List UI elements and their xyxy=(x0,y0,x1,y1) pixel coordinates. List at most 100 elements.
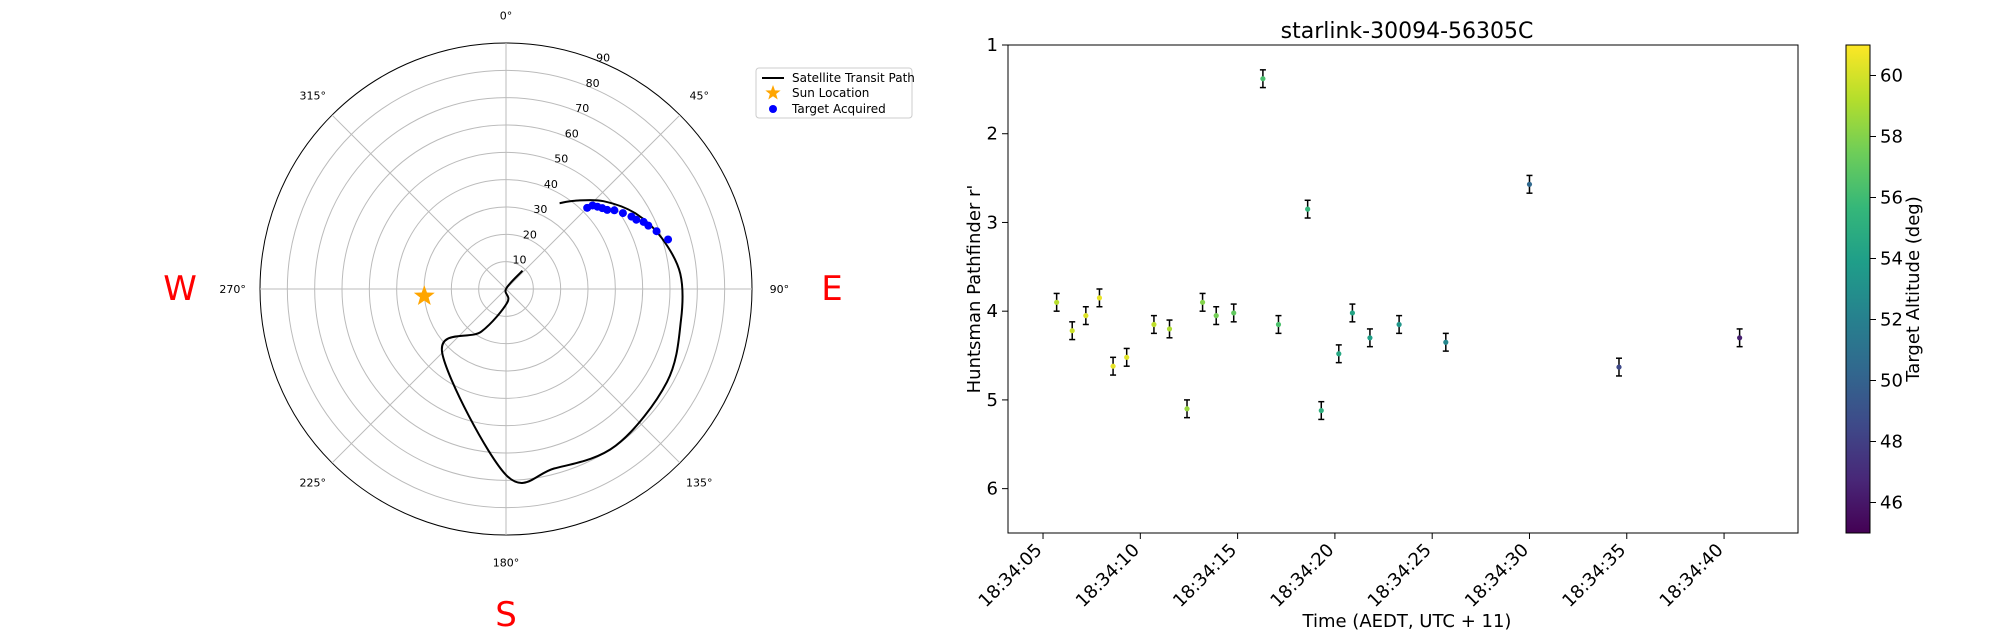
data-marker xyxy=(1737,335,1743,341)
polar-spoke xyxy=(331,114,507,290)
compass-west-label: W xyxy=(163,269,197,309)
data-marker xyxy=(1151,321,1157,328)
legend-sun-label: Sun Location xyxy=(792,86,869,100)
data-point xyxy=(1082,305,1089,326)
data-point xyxy=(1069,321,1076,341)
data-point xyxy=(1184,399,1191,419)
azimuth-tick-label: 270° xyxy=(219,283,246,296)
target-acquired-point xyxy=(618,209,627,218)
target-acquired-point xyxy=(652,227,661,236)
compass-east-label: E xyxy=(821,269,842,309)
data-marker xyxy=(1526,181,1533,187)
azimuth-tick-label: 135° xyxy=(686,476,713,489)
colorbar: 46 48 50 52 54 56 58 60 Target Altitude (deg) xyxy=(1845,44,1924,534)
x-tick-label: 18:34:35 xyxy=(1558,540,1630,612)
data-marker xyxy=(1396,321,1402,328)
x-tick-label: 18:34:20 xyxy=(1266,540,1338,612)
data-point xyxy=(1318,400,1325,421)
data-point xyxy=(1335,344,1342,364)
data-marker xyxy=(1096,295,1103,301)
x-axis-ticks: 18:34:05 18:34:10 18:34:15 18:34:20 18:34:25… xyxy=(975,533,1728,612)
y-axis-label: Huntsman Pathfinder r' xyxy=(964,185,985,394)
data-marker xyxy=(1318,407,1324,414)
azimuth-tick-label: 0° xyxy=(500,10,513,23)
x-tick-label: 18:34:30 xyxy=(1461,540,1533,612)
azimuth-tick-label: 180° xyxy=(493,556,520,569)
colorbar-ticks: 46 48 50 52 54 56 58 60 xyxy=(1870,66,1903,514)
data-point xyxy=(1396,314,1403,335)
radial-tick-label: 50 xyxy=(554,153,568,166)
sun-location-marker xyxy=(413,285,435,306)
x-axis-label: Time (AEDT, UTC + 11) xyxy=(1302,611,1512,632)
data-marker xyxy=(1275,321,1282,328)
data-points xyxy=(1053,69,1743,421)
radial-tick-label: 40 xyxy=(544,178,558,191)
radial-tick-label: 20 xyxy=(523,228,537,241)
chart-title: starlink-30094-56305C xyxy=(1281,19,1534,44)
azimuth-tick-labels: 0° 45° 90° 135° 180° 225° 270° 315° xyxy=(219,10,789,570)
data-marker xyxy=(1199,299,1206,305)
x-tick-label: 18:34:25 xyxy=(1364,540,1436,612)
data-point xyxy=(1230,303,1237,323)
y-tick-label: 6 xyxy=(987,479,998,500)
y-axis-ticks: 1 2 3 4 5 6 xyxy=(987,35,1008,500)
data-marker xyxy=(1166,326,1173,332)
radial-tick-label: 60 xyxy=(565,127,579,140)
polar-spoke xyxy=(331,288,507,464)
colorbar-tick-label: 54 xyxy=(1880,249,1903,270)
data-marker xyxy=(1069,328,1075,334)
data-marker xyxy=(1305,206,1311,212)
colorbar-tick-label: 58 xyxy=(1880,127,1903,148)
data-marker xyxy=(1260,76,1266,82)
data-marker xyxy=(1124,354,1130,360)
y-tick-label: 4 xyxy=(987,301,998,322)
colorbar-tick-label: 48 xyxy=(1880,432,1903,453)
satellite-transit-path xyxy=(441,198,684,484)
data-marker xyxy=(1110,363,1116,369)
radial-tick-label: 30 xyxy=(533,203,547,216)
radial-tick-label: 80 xyxy=(586,77,600,90)
x-tick-label: 18:34:15 xyxy=(1169,540,1241,612)
radial-tick-labels: 10 20 30 40 50 60 70 80 90 xyxy=(512,52,610,267)
data-point xyxy=(1110,356,1117,376)
data-marker xyxy=(1336,351,1342,357)
data-point xyxy=(1259,69,1266,89)
x-tick-label: 18:34:05 xyxy=(975,540,1047,612)
polar-legend: Satellite Transit Path Sun Location Targ… xyxy=(755,67,915,119)
data-point xyxy=(1096,288,1103,308)
data-point xyxy=(1199,292,1206,312)
colorbar-tick-label: 60 xyxy=(1880,66,1903,87)
data-point xyxy=(1615,357,1622,377)
data-point xyxy=(1304,199,1311,219)
legend-target-swatch xyxy=(769,105,777,113)
legend-target-label: Target Acquired xyxy=(791,102,886,116)
colorbar-label: Target Altitude (deg) xyxy=(1903,196,1924,382)
compass-south-label: S xyxy=(495,595,517,635)
colorbar-tick-label: 46 xyxy=(1880,493,1903,514)
data-marker xyxy=(1213,313,1219,319)
x-tick-label: 18:34:40 xyxy=(1656,540,1728,612)
colorbar-gradient xyxy=(1845,44,1871,534)
data-marker xyxy=(1184,406,1190,412)
data-marker xyxy=(1443,339,1449,345)
data-point xyxy=(1275,314,1282,335)
data-marker xyxy=(1083,313,1089,319)
y-tick-label: 1 xyxy=(987,35,998,56)
target-acquired-point xyxy=(610,206,619,215)
azimuth-tick-label: 315° xyxy=(299,90,326,103)
data-point xyxy=(1736,328,1743,348)
data-marker xyxy=(1054,299,1060,305)
target-acquired-point xyxy=(603,205,612,214)
colorbar-tick-label: 50 xyxy=(1880,371,1903,392)
x-tick-label: 18:34:10 xyxy=(1072,540,1144,612)
data-point xyxy=(1213,305,1220,326)
data-point xyxy=(1526,174,1533,194)
colorbar-tick-label: 52 xyxy=(1880,310,1903,331)
polar-spoke xyxy=(505,288,681,464)
data-point xyxy=(1349,303,1356,323)
data-point xyxy=(1442,332,1449,352)
azimuth-tick-label: 45° xyxy=(690,90,710,103)
y-tick-label: 3 xyxy=(987,212,998,233)
